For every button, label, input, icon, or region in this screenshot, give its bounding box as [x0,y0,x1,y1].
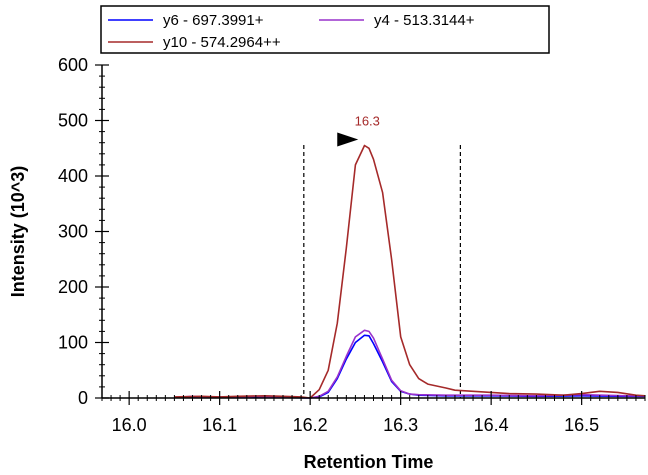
x-axis-title: Retention Time [304,452,434,472]
peak-marker-arrow [337,132,359,147]
series-line-1 [183,329,645,399]
x-tick-label: 16.2 [293,415,328,435]
x-tick-label: 16.5 [564,415,599,435]
legend-label-2: y10 - 574.2964++ [163,34,281,51]
legend-box [100,5,550,54]
x-tick-label: 16.4 [474,415,509,435]
plot-area: 16.3 [174,113,646,399]
peak-annotation: 16.3 [337,113,380,147]
peak-label: 16.3 [355,113,380,128]
x-tick-label: 16.3 [383,415,418,435]
legend-label-0: y6 - 697.3991+ [163,12,264,29]
y-tick-label: 0 [78,388,88,408]
y-axis-title: Intensity (10^3) [8,166,28,298]
y-tick-label: 500 [58,111,88,131]
series-layer [174,144,646,399]
x-tick-label: 16.0 [112,415,147,435]
y-tick-label: 400 [58,166,88,186]
y-tick-label: 300 [58,222,88,242]
integration-bounds [303,145,461,398]
legend-label-1: y4 - 513.3144+ [374,12,475,29]
series-line-2 [174,144,646,399]
legend: y6 - 697.3991+ y4 - 513.3144+ y10 - 574.29… [100,5,550,54]
x-tick-label: 16.1 [202,415,237,435]
axes: 0 100 200 300 400 500 600 16.0 16.1 16.2 16.3 16.4 1… [58,55,646,435]
series-line-0 [183,334,645,399]
y-tick-label: 100 [58,333,88,353]
y-tick-label: 200 [58,277,88,297]
y-tick-label: 600 [58,55,88,75]
